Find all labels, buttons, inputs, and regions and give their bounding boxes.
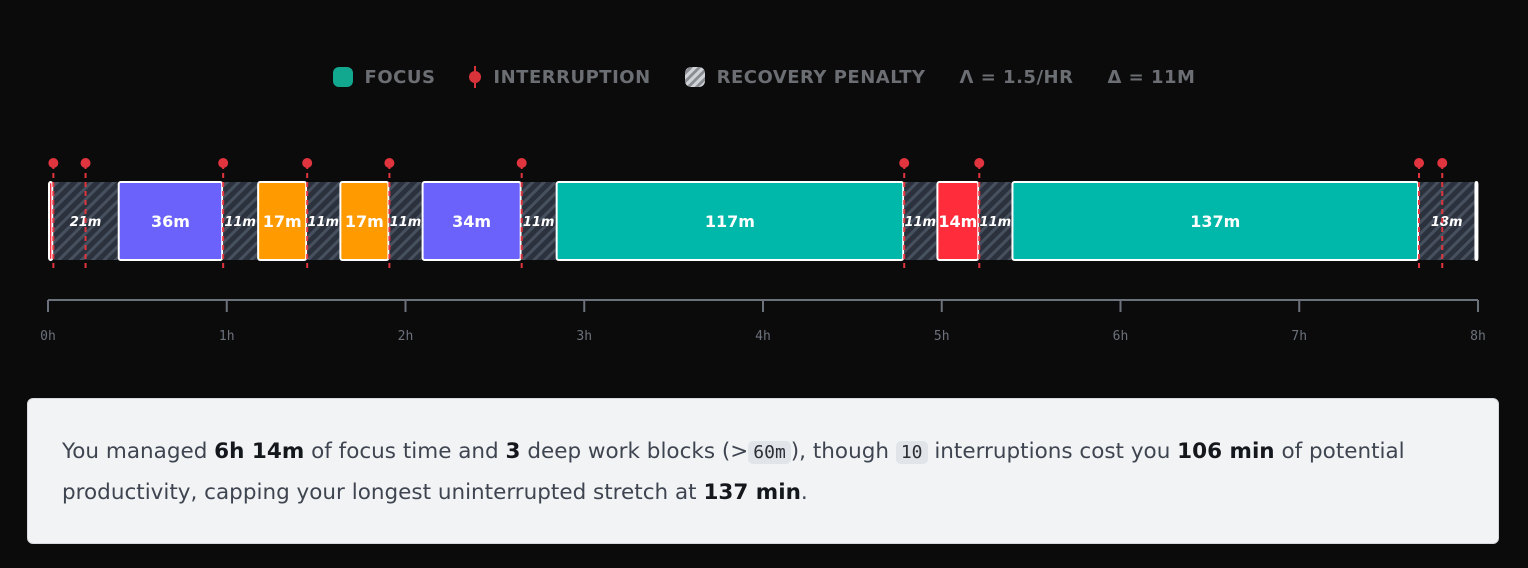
timeline-blocks: 21m36m11m17m11m17m11m34m11m117m11m14m11m… bbox=[48, 181, 1479, 261]
penalty-label: 11m bbox=[390, 215, 422, 230]
penalty-label: 11m bbox=[980, 215, 1012, 230]
interruption-marker bbox=[1437, 158, 1448, 168]
hatch-swatch-icon bbox=[684, 67, 705, 87]
focus-block bbox=[48, 181, 54, 261]
focus-block-label: 17m bbox=[263, 212, 302, 231]
time-axis: 0h 1h 2h 3h 4h 5h 6h 7h 8h bbox=[40, 299, 1486, 344]
recovery-penalty-block bbox=[979, 182, 1012, 260]
axis-tick-label: 6h bbox=[1113, 329, 1129, 344]
legend-item-focus: FOCUS bbox=[332, 66, 436, 88]
summary-interruptions-pill: 10 bbox=[895, 441, 928, 464]
summary-longest: 137 min bbox=[703, 480, 801, 505]
recovery-penalty-block bbox=[1419, 182, 1475, 260]
recovery-penalty-block bbox=[389, 182, 422, 260]
recovery-penalty-block bbox=[307, 182, 340, 260]
summary-text: deep work blocks (> bbox=[520, 439, 749, 464]
interruption-marker bbox=[899, 158, 910, 168]
interruption-pin-icon bbox=[469, 66, 482, 88]
summary-deep-blocks: 3 bbox=[505, 439, 521, 464]
penalty-label: 11m bbox=[307, 215, 339, 230]
interruption-marker bbox=[80, 158, 91, 168]
recovery-penalty-block bbox=[904, 182, 937, 260]
legend-item-lambda: Λ = 1.5/HR bbox=[960, 67, 1074, 88]
chart-legend: FOCUS INTERRUPTION RECOVERY PENALTY Λ = … bbox=[0, 66, 1528, 88]
focus-block-label: 117m bbox=[705, 212, 755, 231]
summary-text: You managed bbox=[62, 439, 215, 464]
axis-tick-label: 4h bbox=[755, 329, 771, 344]
legend-item-recovery: RECOVERY PENALTY bbox=[684, 66, 926, 88]
axis-tick-label: 0h bbox=[40, 329, 56, 344]
interruption-marker bbox=[384, 158, 395, 168]
focus-block-label: 34m bbox=[452, 212, 491, 231]
interruption-marker bbox=[516, 158, 527, 168]
axis-tick-label: 3h bbox=[576, 329, 592, 344]
focus-block-label: 36m bbox=[151, 212, 190, 231]
penalty-label: 11m bbox=[523, 215, 555, 230]
penalty-label: 18m bbox=[1431, 215, 1463, 230]
interruption-marker bbox=[974, 158, 985, 168]
legend-recovery-label: RECOVERY PENALTY bbox=[716, 66, 926, 88]
focus-block bbox=[339, 181, 390, 261]
axis-tick-label: 8h bbox=[1470, 329, 1486, 344]
focus-block-label: 14m bbox=[938, 212, 977, 231]
summary-panel: You managed 6h 14m of focus time and 3 d… bbox=[27, 398, 1499, 544]
penalty-label: 11m bbox=[904, 215, 936, 230]
recovery-penalty-block bbox=[223, 182, 258, 260]
summary-focus-time: 6h 14m bbox=[214, 439, 305, 464]
focus-block bbox=[1474, 181, 1479, 261]
legend-item-delta: Δ = 11M bbox=[1107, 67, 1195, 88]
interruption-marker bbox=[218, 158, 229, 168]
interruption-markers bbox=[48, 158, 1448, 272]
summary-text: interruptions cost you bbox=[927, 439, 1178, 464]
legend-focus-label: FOCUS bbox=[364, 66, 436, 88]
penalty-label: 11m bbox=[224, 215, 256, 230]
interruption-marker bbox=[302, 158, 313, 168]
summary-text: of focus time and bbox=[304, 439, 506, 464]
axis-tick-label: 5h bbox=[934, 329, 950, 344]
legend-lambda-label: Λ = 1.5/HR bbox=[959, 66, 1074, 88]
legend-interruption-label: INTERRUPTION bbox=[493, 66, 651, 88]
interruption-marker bbox=[1414, 158, 1425, 168]
summary-cost: 106 min bbox=[1177, 439, 1275, 464]
focus-swatch-icon bbox=[332, 67, 353, 87]
axis-tick-label: 2h bbox=[398, 329, 414, 344]
interruption-marker bbox=[48, 158, 59, 168]
summary-text: ), though bbox=[790, 439, 896, 464]
axis-tick-label: 7h bbox=[1291, 329, 1307, 344]
axis-tick-label: 1h bbox=[219, 329, 235, 344]
summary-text: . bbox=[800, 480, 808, 505]
focus-timeline-chart: 21m36m11m17m11m17m11m34m11m117m11m14m11m… bbox=[40, 158, 1486, 344]
summary-text: of potential productivity, capping your … bbox=[62, 439, 1405, 505]
recovery-penalty-block bbox=[521, 182, 556, 260]
legend-delta-label: Δ = 11M bbox=[1107, 66, 1196, 88]
legend-item-interruption: INTERRUPTION bbox=[469, 66, 650, 88]
focus-block-label: 17m bbox=[345, 212, 384, 231]
focus-block-label: 137m bbox=[1190, 212, 1240, 231]
summary-threshold-pill: 60m bbox=[748, 441, 791, 464]
